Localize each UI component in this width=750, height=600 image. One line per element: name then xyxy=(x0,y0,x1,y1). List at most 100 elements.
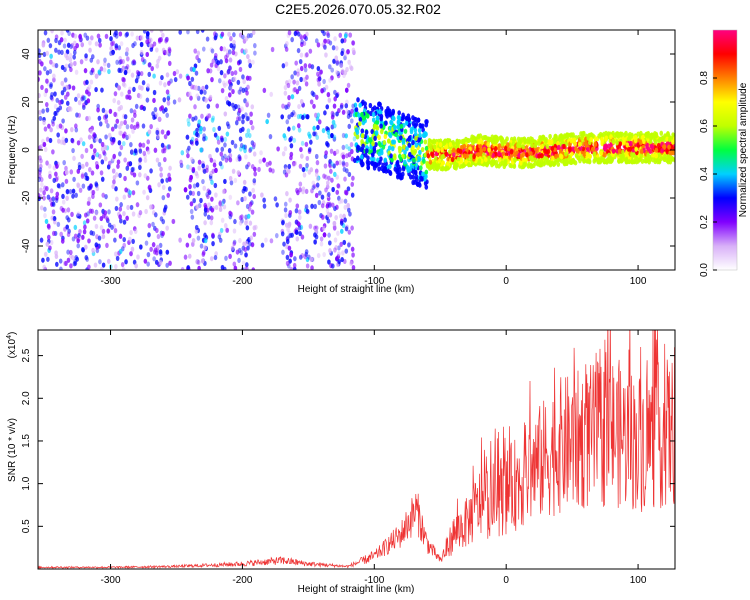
spectrogram-cell xyxy=(117,140,122,146)
spectrogram-cell xyxy=(550,145,555,151)
spectrogram-cell xyxy=(265,118,269,125)
snr-ylabel: SNR (10 * v/v) xyxy=(7,418,18,482)
spectrogram-cell xyxy=(426,153,431,159)
spectrogram-cell xyxy=(418,132,422,138)
spectrogram-cell xyxy=(220,155,225,161)
spectrogram-cell xyxy=(41,257,45,263)
spectrogram-cell xyxy=(145,51,150,58)
spectrogram-cell xyxy=(351,252,355,258)
spectrogram-cell xyxy=(202,126,206,132)
spectrogram-cell xyxy=(519,138,523,144)
spectrogram-cell xyxy=(434,163,438,169)
spectrogram-cell xyxy=(353,102,358,108)
spectrogram-cell xyxy=(413,123,418,129)
spectrogram-cell xyxy=(452,164,457,170)
spectrogram-cell xyxy=(115,196,119,202)
spectrogram-cell xyxy=(115,255,120,261)
spectrogram-cell xyxy=(358,116,363,123)
spectrogram-cell xyxy=(69,169,74,175)
spectrogram-cell xyxy=(323,110,327,116)
spectrogram-cell xyxy=(142,105,146,112)
spectrogram-cell xyxy=(654,133,658,139)
spectrogram-cell xyxy=(46,256,50,262)
spectrogram-cell xyxy=(461,138,466,145)
spectrogram-cell xyxy=(227,79,232,85)
spectrogram-cell xyxy=(101,107,106,113)
spectrogram-cell xyxy=(38,58,42,65)
spectrogram-cell xyxy=(388,169,392,175)
spectrogram-cell xyxy=(291,161,296,167)
spectrogram-cell xyxy=(87,91,91,97)
spectrogram-cell xyxy=(81,95,86,101)
spectrogram-cell xyxy=(332,103,337,109)
spectrogram-cell xyxy=(349,65,354,72)
spectrogram-cell xyxy=(95,185,100,192)
spectrogram-cell xyxy=(285,191,289,197)
spectrogram-cell xyxy=(186,264,191,270)
spectrogram-cell xyxy=(556,161,561,167)
spectrogram-cell xyxy=(645,131,650,137)
spectrogram-cell xyxy=(641,138,646,145)
spectrogram-cell xyxy=(258,158,263,164)
spectrogram-cell xyxy=(51,149,55,155)
spectrogram-cell xyxy=(38,173,42,179)
spectrogram-cell xyxy=(194,85,199,91)
spectrogram-cell xyxy=(301,166,306,173)
spectrogram-cell xyxy=(343,55,347,61)
spectrogram-cell xyxy=(516,142,520,148)
spectrogram-cell xyxy=(111,49,115,55)
spectrogram-cell xyxy=(66,257,71,263)
spectrogram-cell xyxy=(646,152,650,158)
spectrogram-cell xyxy=(224,157,229,163)
spectrogram-cell xyxy=(142,58,147,64)
spectrogram-cell xyxy=(88,208,93,214)
spectrogram-cell xyxy=(338,32,343,38)
spectrogram-cell xyxy=(593,141,598,147)
spectrogram-cell xyxy=(326,180,330,186)
spectrogram-cell xyxy=(121,59,125,65)
spectrogram-cell xyxy=(64,169,69,175)
spectrogram-cell xyxy=(98,138,102,144)
spectrogram-cell xyxy=(341,154,346,160)
spectrogram-cell xyxy=(225,48,230,54)
spectrogram-cell xyxy=(317,119,322,125)
spectrogram-cell xyxy=(294,219,299,225)
spectrogram-cell xyxy=(73,33,78,39)
spectrogram-cell xyxy=(602,158,607,165)
spectrogram-cell xyxy=(322,173,326,179)
spectrogram-cell xyxy=(180,150,185,156)
spectrogram-cell xyxy=(135,121,140,127)
spectrogram-cell xyxy=(77,164,82,171)
spectrogram-cell xyxy=(207,189,212,196)
spectrogram-cell xyxy=(104,33,109,39)
spectrogram-cell xyxy=(119,120,124,126)
spectrogram-cell xyxy=(153,247,158,253)
spectrogram-cell xyxy=(196,190,201,197)
spectrogram-cell xyxy=(245,132,249,138)
spectrogram-cell xyxy=(94,210,99,216)
spectrogram-cell xyxy=(81,183,86,189)
spectrogram-cell xyxy=(163,134,168,140)
spectrogram-cell xyxy=(84,147,89,154)
spectrogram-cell xyxy=(592,151,597,157)
spectrogram-cell xyxy=(315,134,320,141)
spectrogram-cell xyxy=(629,133,634,139)
spectrogram-cell xyxy=(281,249,285,255)
spectrogram-cell xyxy=(218,231,222,237)
spectrogram-cell xyxy=(331,45,336,51)
spectrogram-cell xyxy=(114,43,119,49)
spectrogram-cell xyxy=(338,160,342,166)
spectrogram-cell xyxy=(72,49,77,56)
spectrogram-cell xyxy=(326,211,331,217)
spectrogram-cell xyxy=(100,159,105,165)
spectrogram-cell xyxy=(285,40,289,47)
spectrogram-cell xyxy=(374,130,379,136)
spectrogram-cell xyxy=(39,237,44,243)
spectrogram-cell xyxy=(94,242,99,248)
spectrogram-cell xyxy=(273,196,278,202)
spectrogram-cell xyxy=(287,126,291,132)
spectrogram-cell xyxy=(206,188,211,194)
spectrogram-cell xyxy=(377,101,381,107)
spectrogram-cell xyxy=(90,35,94,41)
spectrogram-cell xyxy=(538,161,542,168)
